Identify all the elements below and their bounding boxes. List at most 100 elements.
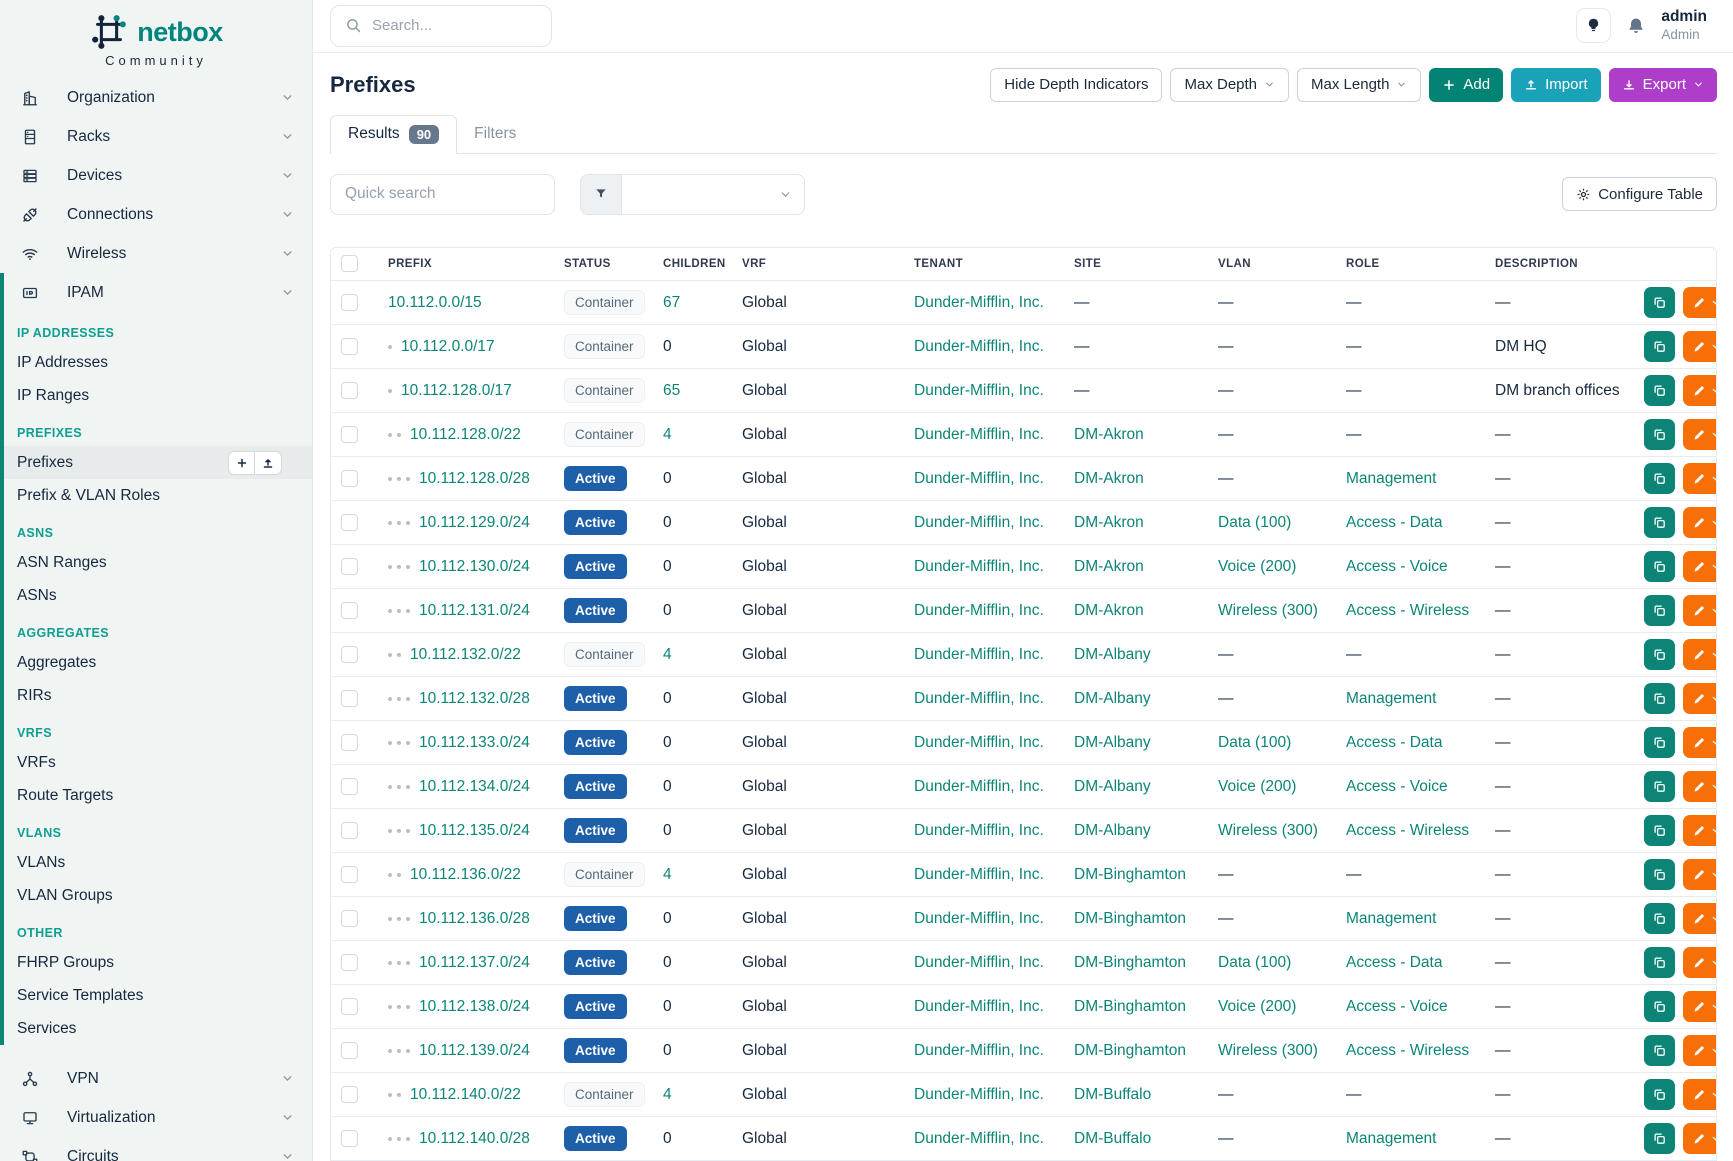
column-header-vlan[interactable]: VLAN [1208,247,1336,281]
column-header-site[interactable]: SITE [1064,247,1208,281]
column-header-description[interactable]: DESCRIPTION [1485,247,1634,281]
configure-table-button[interactable]: Configure Table [1562,177,1717,211]
edit-button[interactable] [1683,1035,1716,1066]
row-checkbox[interactable] [341,294,358,311]
sidebar-item-wireless[interactable]: Wireless [0,234,312,273]
edit-button[interactable] [1683,683,1716,714]
prefix-link[interactable]: 10.112.0.0/15 [388,293,482,311]
children-count-link[interactable]: 4 [663,865,672,883]
theme-toggle-button[interactable] [1576,8,1612,44]
tenant-link[interactable]: Dunder-Mifflin, Inc. [914,337,1044,355]
prefix-link[interactable]: 10.112.137.0/24 [419,953,530,971]
copy-button[interactable] [1644,287,1675,318]
sidebar-item-route-targets[interactable]: Route Targets [17,786,114,804]
edit-button[interactable] [1683,551,1716,582]
prefix-link[interactable]: 10.112.129.0/24 [419,513,530,531]
edit-button[interactable] [1683,903,1716,934]
copy-button[interactable] [1644,815,1675,846]
row-checkbox[interactable] [341,778,358,795]
prefix-link[interactable]: 10.112.132.0/22 [410,645,521,663]
sidebar-item-ip-addresses[interactable]: IP Addresses [17,353,109,371]
row-checkbox[interactable] [341,338,358,355]
sidebar-item-services[interactable]: Services [17,1019,77,1037]
copy-button[interactable] [1644,1079,1675,1110]
prefix-link[interactable]: 10.112.128.0/17 [401,381,512,399]
sidebar-item-vrfs[interactable]: VRFs [17,753,56,771]
edit-button[interactable] [1683,331,1716,362]
hide-depth-indicators-button[interactable]: Hide Depth Indicators [990,67,1163,102]
sidebar-item-ipam[interactable]: IPAM [0,273,312,312]
sidebar-item-aggregates[interactable]: Aggregates [17,653,97,671]
column-header-role[interactable]: ROLE [1336,247,1485,281]
children-count-link[interactable]: 4 [663,645,672,663]
tenant-link[interactable]: Dunder-Mifflin, Inc. [914,733,1044,751]
edit-button[interactable] [1683,727,1716,758]
column-header-status[interactable]: STATUS [554,247,653,281]
edit-button[interactable] [1683,815,1716,846]
tab-results[interactable]: Results 90 [330,114,458,154]
edit-button[interactable] [1683,287,1716,318]
sidebar-item-service-templates[interactable]: Service Templates [17,986,144,1004]
max-length-dropdown[interactable]: Max Length [1297,67,1422,102]
row-checkbox[interactable] [341,558,358,575]
tenant-link[interactable]: Dunder-Mifflin, Inc. [914,513,1044,531]
row-checkbox[interactable] [341,602,358,619]
copy-button[interactable] [1644,771,1675,802]
prefix-link[interactable]: 10.112.139.0/24 [419,1041,530,1059]
edit-button[interactable] [1683,1079,1716,1110]
sidebar-item-organization[interactable]: Organization [0,78,312,117]
row-checkbox[interactable] [341,822,358,839]
copy-button[interactable] [1644,991,1675,1022]
prefix-link[interactable]: 10.112.134.0/24 [419,777,530,795]
copy-button[interactable] [1644,419,1675,450]
copy-button[interactable] [1644,331,1675,362]
saved-filter-select[interactable] [622,173,805,215]
copy-button[interactable] [1644,1123,1675,1154]
export-button[interactable]: Export [1608,67,1717,102]
tenant-link[interactable]: Dunder-Mifflin, Inc. [914,601,1044,619]
tenant-link[interactable]: Dunder-Mifflin, Inc. [914,425,1044,443]
copy-button[interactable] [1644,947,1675,978]
sidebar-item-ip-ranges[interactable]: IP Ranges [17,386,90,404]
tenant-link[interactable]: Dunder-Mifflin, Inc. [914,909,1044,927]
sidebar-item-prefix-vlan-roles[interactable]: Prefix & VLAN Roles [17,486,160,504]
select-all-checkbox[interactable] [341,255,358,273]
copy-button[interactable] [1644,639,1675,670]
tenant-link[interactable]: Dunder-Mifflin, Inc. [914,645,1044,663]
brand[interactable]: netbox Community [0,0,312,78]
filter-button[interactable] [580,173,622,215]
column-header-prefix[interactable]: PREFIX [378,247,554,281]
copy-button[interactable] [1644,507,1675,538]
notifications-bell-icon[interactable] [1626,16,1646,36]
sidebar-item-rirs[interactable]: RIRs [17,686,52,704]
quick-add-button[interactable] [228,450,255,475]
row-checkbox[interactable] [341,910,358,927]
sidebar-item-virtualization[interactable]: Virtualization [0,1098,312,1137]
prefix-link[interactable]: 10.112.128.0/22 [410,425,521,443]
tenant-link[interactable]: Dunder-Mifflin, Inc. [914,1129,1044,1147]
tenant-link[interactable]: Dunder-Mifflin, Inc. [914,821,1044,839]
sidebar-item-vlan-groups[interactable]: VLAN Groups [17,886,113,904]
prefix-link[interactable]: 10.112.140.0/28 [419,1129,530,1147]
edit-button[interactable] [1683,419,1716,450]
edit-button[interactable] [1683,947,1716,978]
prefix-link[interactable]: 10.112.131.0/24 [419,601,530,619]
row-checkbox[interactable] [341,1086,358,1103]
search-input[interactable] [372,17,512,35]
add-button[interactable]: Add [1429,67,1504,102]
copy-button[interactable] [1644,595,1675,626]
row-checkbox[interactable] [341,646,358,663]
sidebar-item-vpn[interactable]: VPN [0,1059,312,1098]
tenant-link[interactable]: Dunder-Mifflin, Inc. [914,293,1044,311]
edit-button[interactable] [1683,507,1716,538]
sidebar-item-racks[interactable]: Racks [0,117,312,156]
children-count-link[interactable]: 65 [663,381,681,399]
tenant-link[interactable]: Dunder-Mifflin, Inc. [914,381,1044,399]
row-checkbox[interactable] [341,954,358,971]
tab-filters[interactable]: Filters [474,125,517,142]
tenant-link[interactable]: Dunder-Mifflin, Inc. [914,469,1044,487]
sidebar-item-connections[interactable]: Connections [0,195,312,234]
edit-button[interactable] [1683,639,1716,670]
sidebar-item-asn-ranges[interactable]: ASN Ranges [17,553,107,571]
tenant-link[interactable]: Dunder-Mifflin, Inc. [914,557,1044,575]
